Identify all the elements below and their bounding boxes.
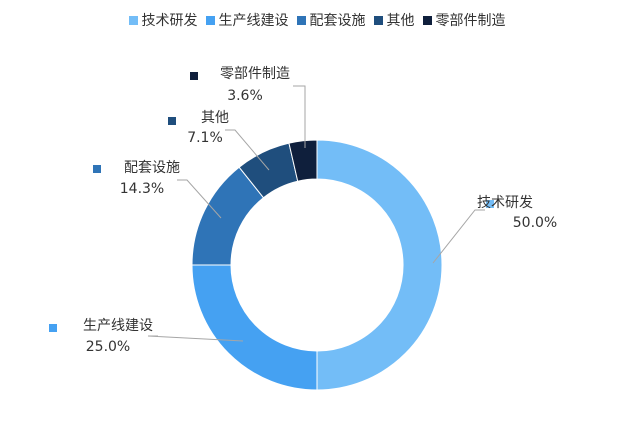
legend-swatch [422,15,432,25]
label-marker [49,324,57,332]
donut-slice[interactable] [316,139,443,391]
slice-label: 生产线建设 [83,318,153,334]
legend: 技术研发 生产线建设 配套设施 其他 零部件制造 [0,10,634,30]
legend-item[interactable]: 技术研发 [128,10,198,30]
slice-label: 其他 [201,110,229,126]
slice-percentage: 3.6% [227,88,263,104]
label-marker [486,200,494,208]
legend-label: 零部件制造 [435,13,506,29]
slice-percentage: 25.0% [86,339,130,355]
slice-label: 技术研发 [477,195,533,211]
slice-percentage: 14.3% [120,181,164,197]
slice-label: 配套设施 [124,160,180,176]
legend-swatch [296,15,306,25]
label-marker [93,165,101,173]
label-marker [168,117,176,125]
legend-swatch [205,15,215,25]
slice-label: 零部件制造 [220,66,290,82]
leader-line [147,335,244,342]
legend-item[interactable]: 生产线建设 [205,10,289,30]
legend-item[interactable]: 其他 [373,10,415,30]
slice-percentage: 7.1% [187,130,223,146]
legend-label: 配套设施 [309,13,366,29]
legend-swatch [373,15,383,25]
leader-line [432,209,485,264]
leader-line [293,85,306,148]
slice-percentage: 50.0% [513,215,557,231]
leader-line [225,129,270,171]
donut-slice[interactable] [191,264,318,391]
donut-slice[interactable] [288,139,318,182]
legend-label: 技术研发 [141,13,198,29]
legend-swatch [128,15,138,25]
leader-line [177,179,222,219]
legend-item[interactable]: 零部件制造 [422,10,506,30]
legend-label: 其他 [386,13,415,29]
legend-label: 生产线建设 [218,13,289,29]
legend-item[interactable]: 配套设施 [296,10,366,30]
label-marker [190,72,198,80]
